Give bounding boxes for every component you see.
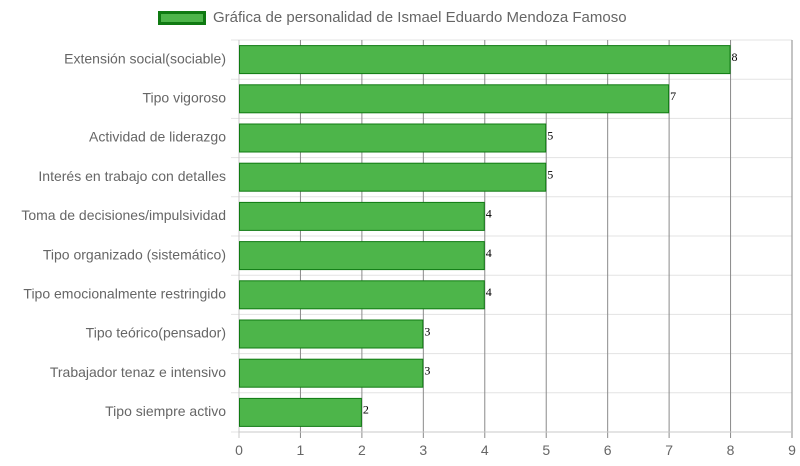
x-tick-label: 2	[358, 442, 366, 458]
category-label: Trabajador tenaz e intensivo	[50, 364, 226, 380]
bar	[239, 358, 424, 388]
data-label: 3	[424, 324, 430, 338]
x-tick-label: 1	[297, 442, 305, 458]
x-tick-label: 6	[604, 442, 612, 458]
category-label: Tipo organizado (sistemático)	[43, 246, 226, 262]
bar	[239, 162, 547, 192]
x-tick-label: 4	[481, 442, 489, 458]
x-tick-label: 8	[727, 442, 735, 458]
data-label: 4	[486, 285, 492, 299]
data-label: 4	[486, 246, 492, 260]
x-tick-label: 9	[788, 442, 796, 458]
data-label: 4	[486, 207, 492, 221]
category-label: Tipo teórico(pensador)	[86, 325, 226, 341]
category-label: Tipo emocionalmente restringido	[23, 286, 226, 302]
legend-swatch	[158, 10, 206, 25]
data-label: 8	[732, 50, 738, 64]
category-label: Interés en trabajo con detalles	[38, 168, 226, 184]
bar	[239, 280, 485, 310]
bar	[239, 201, 485, 231]
bar	[239, 45, 731, 75]
data-label: 7	[670, 89, 676, 103]
bar	[239, 123, 547, 153]
x-tick-label: 5	[542, 442, 550, 458]
category-label: Tipo siempre activo	[105, 403, 226, 419]
data-label: 2	[363, 403, 369, 417]
data-label: 5	[547, 167, 553, 181]
data-label: 5	[547, 128, 553, 142]
legend-label: Gráfica de personalidad de Ismael Eduard…	[213, 9, 627, 26]
data-label: 3	[424, 363, 430, 377]
category-label: Extensión social(sociable)	[64, 50, 226, 66]
legend[interactable]: Gráfica de personalidad de Ismael Eduard…	[158, 9, 627, 26]
bar	[239, 241, 485, 271]
x-tick-label: 7	[665, 442, 673, 458]
category-label: Tipo vigoroso	[142, 90, 226, 106]
bar	[239, 397, 362, 427]
bar	[239, 319, 424, 349]
category-label: Toma de decisiones/impulsividad	[21, 207, 226, 223]
x-tick-label: 0	[235, 442, 243, 458]
x-tick-label: 3	[419, 442, 427, 458]
category-label: Actividad de liderazgo	[89, 129, 226, 145]
bar	[239, 84, 670, 114]
